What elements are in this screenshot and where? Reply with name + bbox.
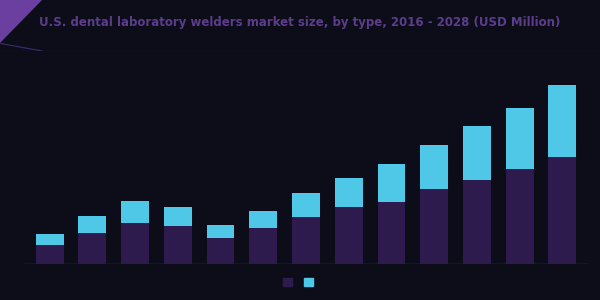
Bar [164,207,192,226]
Bar [121,223,149,264]
Bar [36,234,64,245]
Bar [206,238,235,264]
Bar [206,225,235,238]
Bar [377,164,406,202]
Bar [548,157,576,264]
Bar [506,169,533,264]
Bar [121,200,149,223]
Bar [79,216,106,233]
Bar [463,126,491,180]
Bar [164,226,192,264]
Bar [335,207,362,264]
Bar [36,245,64,264]
Polygon shape [0,0,42,44]
Bar [292,193,320,217]
Bar [250,211,277,228]
Bar [463,180,491,264]
Text: U.S. dental laboratory welders market size, by type, 2016 - 2028 (USD Million): U.S. dental laboratory welders market si… [40,16,560,29]
Bar [548,85,576,157]
Bar [420,190,448,264]
Bar [335,178,362,207]
Legend: , : , [280,273,320,291]
Bar [420,145,448,190]
Bar [79,233,106,264]
Bar [506,108,533,169]
Bar [377,202,406,264]
Bar [292,217,320,264]
Bar [250,228,277,264]
